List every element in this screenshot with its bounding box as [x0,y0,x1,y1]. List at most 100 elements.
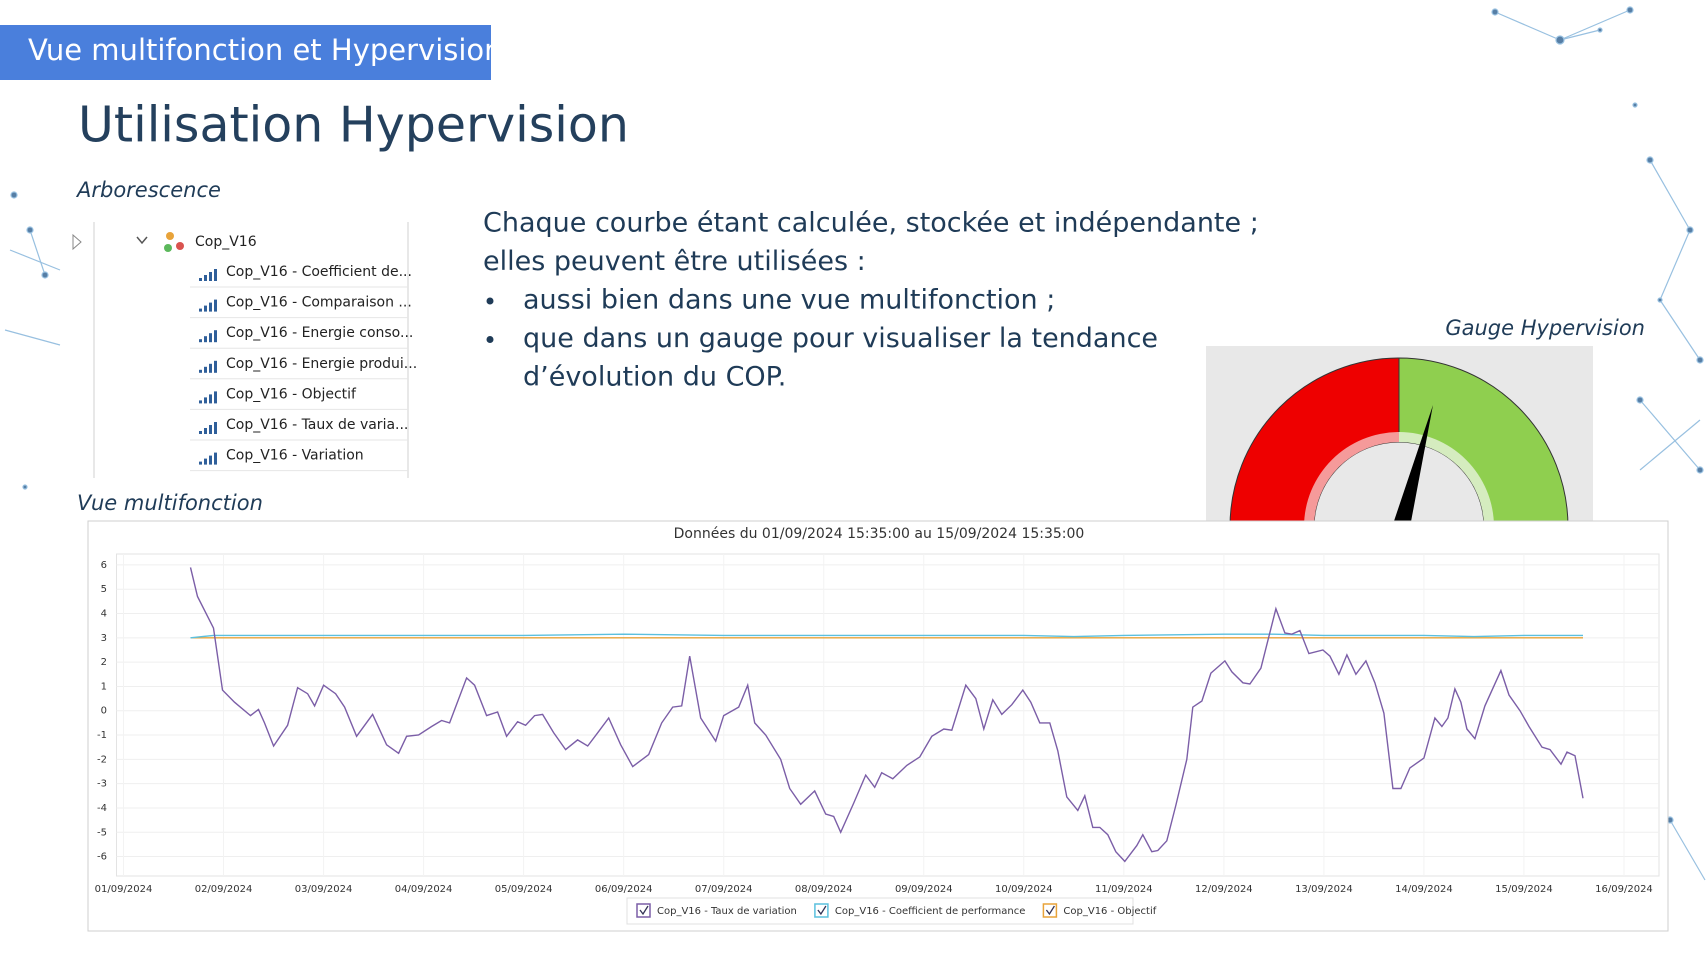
x-tick-label: 14/09/2024 [1395,884,1453,895]
item-icon [199,369,202,373]
item-icon [209,272,212,281]
gauge-red [1229,357,1400,528]
x-tick-label: 05/09/2024 [495,884,553,895]
legend-label: Cop_V16 - Coefficient de performance [835,906,1026,917]
tree-item[interactable]: Cop_V16 - Energie produi... [226,356,417,372]
tree-item[interactable]: Cop_V16 - Variation [226,448,364,464]
x-tick-label: 09/09/2024 [895,884,953,895]
y-tick-label: -6 [97,852,107,863]
paragraph-line: Chaque courbe étant calculée, stockée et… [483,208,1259,239]
bullet-text: d’évolution du COP. [523,362,786,393]
x-tick-label: 01/09/2024 [95,884,153,895]
gauge-caption: Gauge Hypervision [1445,316,1645,340]
slide-title: Utilisation Hypervision [78,97,629,154]
banner-text: Vue multifonction et Hypervision [28,33,503,67]
legend-checkbox[interactable] [814,903,829,918]
legend-check [1045,905,1055,916]
y-tick-label: 6 [101,560,107,571]
tree-caption: Arborescence [75,178,221,202]
tree-root[interactable]: Cop_V16 [195,234,257,250]
tree-item[interactable]: Cop_V16 - Comparaison ... [226,295,412,311]
x-tick-label: 12/09/2024 [1195,884,1253,895]
x-tick-label: 08/09/2024 [795,884,853,895]
item-icon [204,366,207,373]
item-icon [199,461,202,465]
root-icon [164,244,172,252]
item-icon [199,431,202,434]
item-icon [204,458,207,465]
item-icon [204,305,207,312]
item-icon [214,330,217,343]
x-tick-label: 15/09/2024 [1495,884,1553,895]
item-icon [209,302,212,312]
banner [0,25,491,80]
item-icon [214,360,217,373]
bullet-text: aussi bien dans une vue multifonction ; [523,285,1055,316]
x-tick-label: 16/09/2024 [1595,884,1653,895]
tree: Cop_V16 Cop_V16 - Coefficient de... Cop_V… [72,222,417,478]
legend-label: Cop_V16 - Taux de variation [657,906,797,917]
x-tick-label: 03/09/2024 [295,884,353,895]
y-tick-label: -3 [97,779,107,790]
x-tick-label: 11/09/2024 [1095,884,1153,895]
y-tick-label: 1 [101,681,107,692]
item-icon [204,275,207,281]
x-tick-label: 02/09/2024 [195,884,253,895]
item-icon [214,452,217,465]
gauge-green [1398,357,1569,528]
root-icon [166,232,174,240]
x-tick-label: 07/09/2024 [695,884,753,895]
collapse-icon[interactable] [136,236,148,245]
bullet-text: que dans un gauge pour visualiser la ten… [523,323,1158,354]
legend-checkbox[interactable] [1042,903,1058,918]
item-icon [199,278,202,281]
x-tick-label: 10/09/2024 [995,884,1053,895]
y-tick-label: -1 [97,730,107,741]
y-tick-label: -4 [97,803,107,814]
item-icon [204,397,207,404]
item-icon [209,394,212,404]
chart-caption: Vue multifonction [77,491,263,515]
tree-item[interactable]: Cop_V16 - Objectif [226,386,357,402]
x-tick-label: 06/09/2024 [595,884,653,895]
item-icon [199,400,202,404]
tree-item[interactable]: Cop_V16 - Energie conso... [226,325,413,341]
legend-checkbox[interactable] [636,903,651,918]
item-icon [209,455,212,465]
series-line [189,567,1584,863]
gauge [1206,346,1593,553]
gauge-needle [1392,405,1433,527]
x-tick-label: 13/09/2024 [1295,884,1353,895]
bullet [486,297,494,305]
y-tick-label: 0 [101,706,107,717]
x-tick-label: 04/09/2024 [395,884,453,895]
item-icon [199,339,202,343]
item-icon [209,425,212,434]
legend-label: Cop_V16 - Objectif [1063,906,1156,917]
y-tick-label: 4 [101,609,107,620]
tree-item[interactable]: Cop_V16 - Taux de varia... [226,417,408,433]
item-icon [214,299,217,312]
y-tick-label: -2 [97,754,107,765]
gauge-band [1399,432,1494,527]
y-tick-label: 3 [101,633,107,644]
y-tick-label: -5 [97,827,107,838]
item-icon [214,391,217,404]
item-icon [209,363,212,373]
y-tick-label: 5 [101,584,107,595]
legend-box [626,897,1134,925]
item-icon [204,336,207,343]
bullet [486,336,494,343]
item-icon [214,422,217,434]
item-icon [209,333,212,343]
item-icon [199,308,202,312]
legend-check [817,905,827,916]
gauge-band [1304,432,1399,527]
y-tick-label: 2 [101,657,107,668]
decoration [4,6,1706,881]
expander[interactable] [72,233,82,251]
root-icon [176,242,184,250]
tree-item[interactable]: Cop_V16 - Coefficient de... [226,264,412,280]
